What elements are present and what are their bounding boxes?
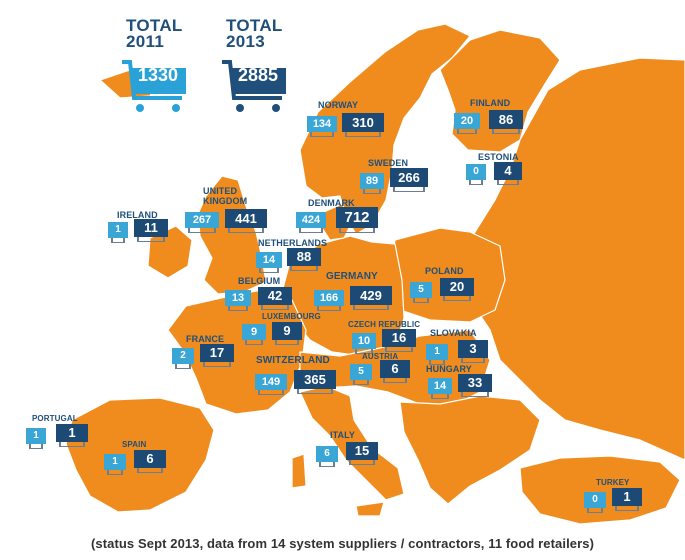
cart-2013-portugal: 1 [56, 424, 88, 447]
cart-2011-slovakia: 1 [426, 344, 448, 365]
cart-2011-italy: 6 [316, 446, 338, 467]
country-label-ireland: IRELAND [117, 210, 158, 220]
country-label-denmark: DENMARK [308, 198, 355, 208]
cart-2011-portugal: 1 [26, 428, 46, 449]
cart-2011-estonia: 0 [466, 164, 486, 185]
cart-2013-united-kingdom: 441 [225, 209, 267, 233]
country-label-portugal: PORTUGAL [32, 414, 78, 423]
total-2011: TOTAL 2011 1330 [122, 16, 186, 112]
cart-2011-hungary: 14 [428, 378, 452, 399]
country-label-norway: NORWAY [318, 100, 359, 110]
cart-2011-finland: 20 [454, 113, 480, 134]
land-turkey [519, 455, 681, 525]
country-label-switzerland: SWITZERLAND [256, 355, 330, 366]
cart-2013-poland: 20 [440, 278, 474, 301]
cart-2011-netherlands: 14 [256, 252, 282, 273]
country-label-turkey: TURKEY [596, 478, 630, 487]
country-label-united-kingdom: UNITED KINGDOM [203, 186, 248, 206]
cart-2013-denmark: 712 [336, 207, 378, 233]
cart-2011-luxembourg: 9 [242, 324, 266, 345]
cart-2011-france: 2 [172, 348, 194, 369]
country-label-finland: FINLAND [470, 98, 511, 108]
cart-2011-united-kingdom: 267 [185, 212, 219, 233]
cart-2013-italy: 15 [346, 442, 378, 465]
cart-2013-belgium: 42 [258, 287, 292, 310]
country-label-slovakia: SLOVAKIA [430, 328, 477, 338]
cart-2011-germany: 166 [314, 290, 344, 311]
shopping-cart-icon [122, 60, 186, 112]
cart-2013-netherlands: 88 [287, 248, 321, 271]
land-britain [197, 175, 267, 295]
cart-2011-czech-republic: 10 [352, 333, 376, 354]
country-label-poland: POLAND [425, 266, 464, 276]
country-label-estonia: ESTONIA [478, 152, 519, 162]
cart-2011-denmark: 424 [296, 212, 326, 233]
status-footnote: (status Sept 2013, data from 14 system s… [90, 536, 595, 551]
cart-2013-luxembourg: 9 [272, 322, 302, 345]
country-label-sweden: SWEDEN [368, 158, 409, 168]
land-balkans [399, 395, 541, 505]
cart-2013-switzerland: 365 [294, 370, 336, 394]
cart-2011-switzerland: 149 [255, 374, 287, 395]
cart-2013-norway: 310 [342, 113, 384, 137]
country-label-italy: ITALY [330, 430, 356, 440]
total-2011-label: TOTAL 2011 [126, 16, 183, 51]
cart-2011-poland: 5 [410, 282, 432, 303]
cart-2011-sweden: 89 [360, 173, 384, 194]
cart-2013-estonia: 4 [494, 162, 522, 185]
cart-2013-turkey: 1 [612, 488, 642, 511]
cart-2013-slovakia: 3 [458, 340, 488, 363]
country-label-spain: SPAIN [122, 440, 147, 449]
country-label-germany: GERMANY [326, 271, 378, 282]
country-label-luxembourg: LUXEMBOURG [262, 312, 321, 321]
cart-2013-sweden: 266 [390, 168, 428, 192]
country-label-netherlands: NETHERLANDS [258, 238, 328, 248]
cart-2013-france: 17 [200, 344, 234, 367]
cart-2011-spain: 1 [104, 454, 126, 475]
country-label-france: FRANCE [186, 334, 225, 344]
total-2011-value: 1330 [137, 65, 179, 85]
cart-2013-hungary: 33 [458, 374, 492, 397]
total-2013-label: TOTAL 2013 [226, 16, 283, 51]
country-label-belgium: BELGIUM [238, 276, 281, 286]
land-ireland [147, 225, 193, 279]
total-2013: TOTAL 2013 2885 [222, 16, 286, 112]
country-label-austria: AUSTRIA [362, 352, 399, 361]
cart-2013-germany: 429 [350, 286, 392, 310]
cart-2011-austria: 5 [350, 364, 372, 385]
country-label-hungary: HUNGARY [426, 364, 472, 374]
country-label-czech-republic: CZECH REPUBLIC [348, 320, 421, 329]
cart-2011-turkey: 0 [584, 492, 606, 513]
cart-2011-ireland: 1 [108, 222, 128, 243]
cart-2013-austria: 6 [380, 360, 410, 383]
cart-2013-ireland: 11 [134, 219, 168, 242]
cart-2011-belgium: 13 [225, 290, 251, 311]
total-2013-value: 2885 [237, 65, 279, 85]
cart-2013-czech-republic: 16 [382, 329, 416, 352]
land-sardinia [291, 453, 307, 489]
cart-2013-spain: 6 [134, 450, 166, 473]
cart-2013-finland: 86 [489, 110, 523, 134]
shopping-cart-icon [222, 60, 286, 112]
land-scandinavia [299, 23, 471, 235]
land-sicily [355, 501, 385, 517]
cart-2011-norway: 134 [307, 116, 337, 137]
